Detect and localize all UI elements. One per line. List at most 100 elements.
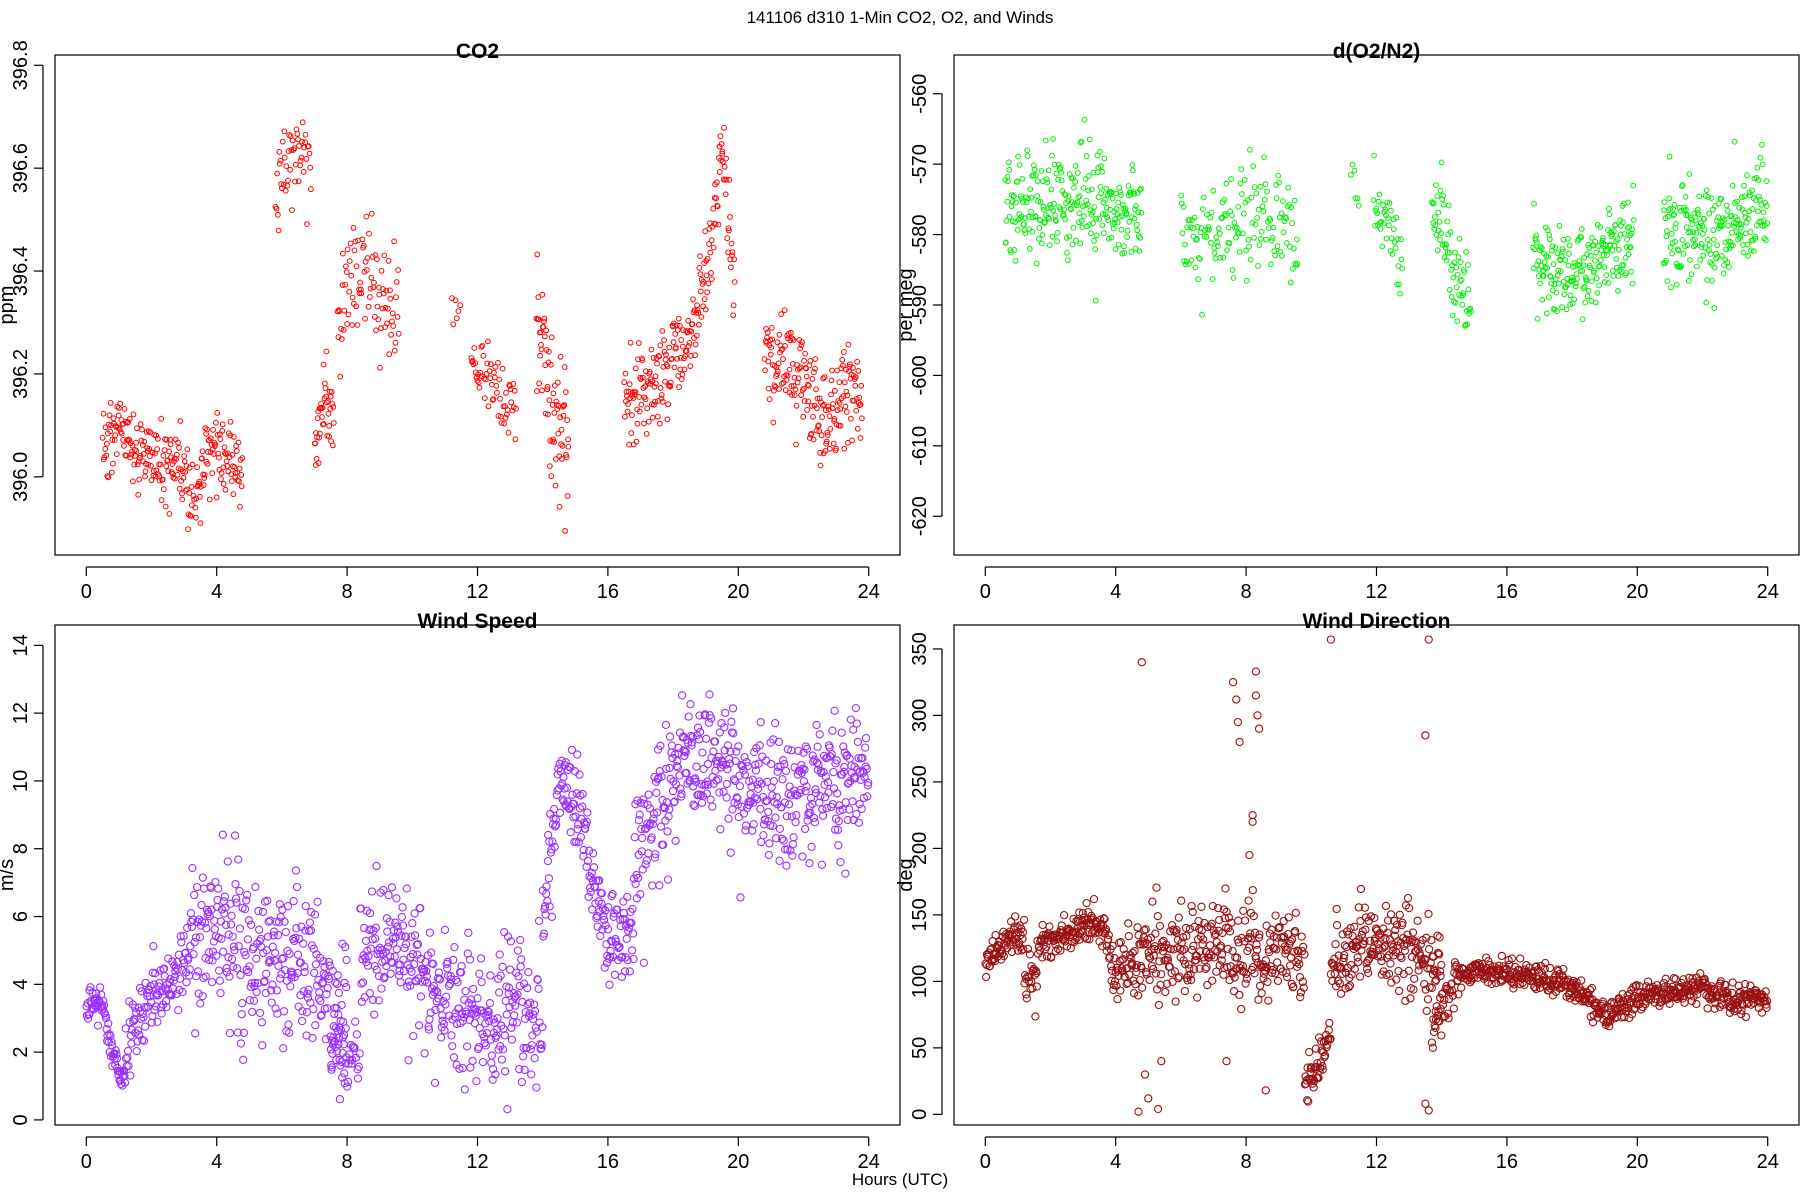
wind-direction-data-point <box>1424 635 1433 644</box>
wind-speed-data-point <box>665 763 674 773</box>
wind-speed-data-point <box>257 1018 267 1027</box>
wind-direction-data-point <box>1221 884 1230 893</box>
wind-speed-data-point <box>301 901 310 911</box>
wind-speed-data-point <box>347 1059 356 1068</box>
wind-speed-data-point <box>757 779 766 788</box>
co2-data-point <box>626 381 633 388</box>
co2-data-point <box>856 394 863 401</box>
wind-speed-data-point <box>511 992 520 1001</box>
co2-data-point <box>714 203 721 210</box>
o2-data-point <box>1038 168 1045 174</box>
co2-data-point <box>763 326 769 332</box>
o2-data-point <box>1275 172 1281 179</box>
o2-data-point <box>1450 274 1457 281</box>
co2-data-point <box>322 380 328 387</box>
co2-data-point <box>762 367 768 374</box>
o2-data-point <box>1567 301 1573 308</box>
co2-data-point <box>120 437 126 443</box>
co2-data-point <box>815 422 822 429</box>
wind-speed-x-tick-label: 8 <box>342 1151 353 1173</box>
wind-speed-data-point <box>731 756 740 766</box>
co2-data-point <box>233 448 240 454</box>
o2-data-point <box>1465 262 1471 268</box>
co2-data-point <box>624 408 631 415</box>
o2-data-point <box>1459 301 1466 308</box>
o2-data-point <box>1592 238 1599 245</box>
o2-data-point <box>1620 219 1626 226</box>
wind-direction-data-point <box>1346 924 1355 933</box>
o2-data-point <box>1013 199 1019 206</box>
wind-speed-data-point <box>306 998 315 1007</box>
wind-direction-data-point <box>1361 925 1370 934</box>
o2-data-point <box>1045 214 1052 221</box>
o2-data-point <box>1039 240 1045 247</box>
co2-data-point <box>349 294 356 301</box>
co2-data-point <box>285 148 292 155</box>
o2-data-point <box>1094 152 1101 159</box>
wind-speed-y-axis-label: m/s <box>0 859 18 891</box>
wind-speed-data-point <box>324 957 333 967</box>
o2-data-point <box>1725 222 1731 229</box>
wind-direction-data-point <box>1190 922 1199 931</box>
wind-speed-data-point <box>802 782 811 791</box>
wind-speed-data-point <box>232 898 241 907</box>
wind-speed-data-point <box>469 984 478 994</box>
o2-data-point <box>1088 186 1095 193</box>
wind-direction-data-point <box>1404 966 1413 975</box>
wind-speed-data-point <box>322 990 331 999</box>
wind-speed-data-point <box>854 818 864 827</box>
wind-speed-data-point <box>669 798 679 807</box>
o2-data-point <box>1068 206 1074 213</box>
o2-data-point <box>1383 235 1390 242</box>
wind-speed-data-point <box>734 742 743 751</box>
wind-direction-data-point <box>1032 982 1042 991</box>
o2-data-point <box>1759 141 1765 148</box>
co2-data-point <box>836 379 843 386</box>
co2-data-point <box>831 416 838 422</box>
wind-direction-data-point <box>1741 1012 1751 1022</box>
o2-data-point <box>1062 216 1068 223</box>
o2-data-point <box>1205 224 1212 230</box>
wind-direction-data-point <box>1170 927 1179 936</box>
wind-direction-data-point <box>1664 994 1674 1003</box>
wind-direction-data-point <box>1296 988 1306 997</box>
o2-data-point <box>1097 148 1103 155</box>
o2-data-point <box>1220 254 1227 261</box>
co2-data-point <box>348 272 355 279</box>
wind-direction-data-point <box>1291 908 1300 918</box>
co2-data-point <box>792 386 799 393</box>
wind-speed-data-point <box>702 734 711 743</box>
wind-speed-data-point <box>511 1001 520 1010</box>
co2-data-point <box>547 463 553 470</box>
wind-speed-data-point <box>712 776 721 785</box>
wind-speed-data-point <box>341 942 350 952</box>
co2-data-point <box>793 441 799 448</box>
co2-data-point <box>541 333 548 340</box>
co2-data-point <box>768 325 775 331</box>
wind-speed-data-point <box>810 755 819 764</box>
co2-data-point <box>636 394 643 400</box>
co2-data-point <box>508 399 515 406</box>
wind-speed-data-point <box>722 779 732 789</box>
co2-data-point <box>189 461 196 468</box>
co2-data-point <box>708 276 715 283</box>
wind-speed-data-point <box>280 966 290 975</box>
wind-speed-data-point <box>750 747 759 757</box>
wind-speed-data-point <box>686 731 696 741</box>
co2-data-point <box>554 379 561 386</box>
wind-speed-data-point <box>540 905 549 914</box>
o2-data-point <box>1098 190 1105 197</box>
wind-speed-data-point <box>107 1037 116 1047</box>
wind-speed-data-point <box>341 982 351 992</box>
o2-data-point <box>1031 166 1038 173</box>
o2-data-point <box>1554 308 1560 315</box>
co2-data-point <box>556 503 563 510</box>
o2-data-point <box>1546 236 1553 243</box>
wind-direction-data-point <box>1448 986 1457 995</box>
co2-data-point <box>198 483 204 490</box>
wind-speed-data-point <box>687 738 697 747</box>
wind-speed-data-point <box>687 741 696 750</box>
wind-speed-data-point <box>252 954 261 963</box>
co2-data-point <box>565 443 572 450</box>
